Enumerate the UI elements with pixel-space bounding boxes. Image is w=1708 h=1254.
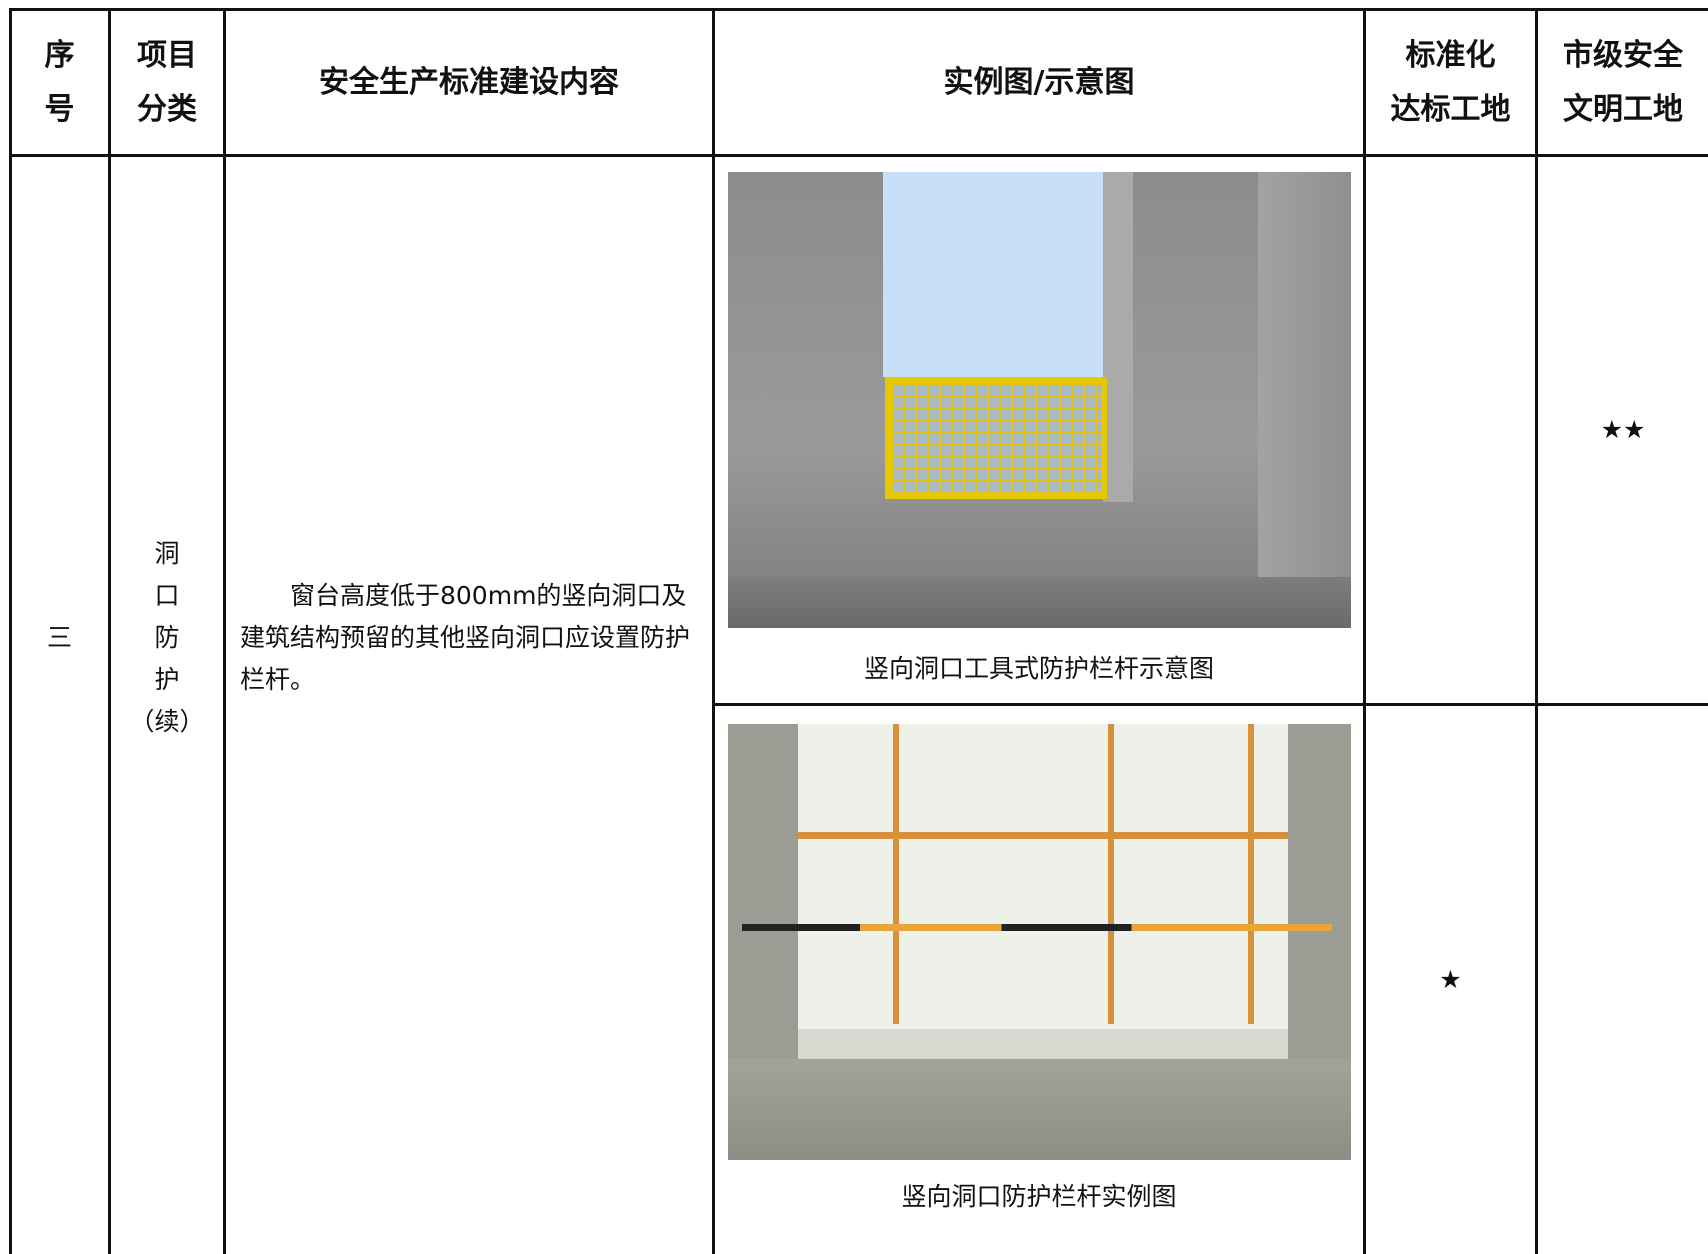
- header-text: 达标工地: [1390, 91, 1511, 127]
- header-text: 序: [44, 37, 75, 73]
- content-text: 窗台高度低于800mm的竖向洞口及建筑结构预留的其他竖向洞口应设置防护栏杆。: [240, 580, 691, 694]
- header-cell: 市级安全 文明工地: [1538, 11, 1708, 154]
- standard-cell: ★: [1366, 706, 1535, 1254]
- border: [1535, 8, 1538, 1254]
- header-cell: 项目 分类: [111, 11, 223, 154]
- city-cell: ★★: [1538, 157, 1708, 703]
- scaffold-v: [1248, 724, 1254, 1024]
- content-cell: 窗台高度低于800mm的竖向洞口及建筑结构预留的其他竖向洞口应设置防护栏杆。: [240, 157, 698, 1254]
- schematic-image: [728, 172, 1351, 628]
- star-rating: ★: [1439, 965, 1462, 994]
- scaffold-h: [798, 832, 1288, 839]
- side-wall: [1258, 172, 1351, 628]
- header-text: 安全生产标准建设内容: [319, 64, 619, 100]
- caption-cell: 竖向洞口工具式防护栏杆示意图: [715, 640, 1363, 698]
- wall-bottom: [728, 1059, 1351, 1160]
- category-text: 口: [154, 580, 180, 610]
- category-text: 护: [154, 664, 180, 694]
- category-text: （续）: [129, 706, 205, 736]
- category-text: 洞: [154, 538, 180, 568]
- border: [108, 8, 111, 1254]
- header-cell: 标准化 达标工地: [1366, 11, 1535, 154]
- border: [712, 8, 715, 1254]
- border: [9, 8, 1708, 11]
- caption-cell: 竖向洞口防护栏杆实例图: [715, 1168, 1363, 1226]
- opening: [798, 724, 1288, 1054]
- seq-cell: 三: [11, 157, 108, 1254]
- header-cell: 序 号: [11, 11, 108, 154]
- header-cell: 安全生产标准建设内容: [226, 11, 712, 154]
- scaffold-v: [1108, 724, 1114, 1024]
- photo-image: [728, 724, 1351, 1160]
- header-text: 文明工地: [1563, 91, 1683, 127]
- guard-bar: [742, 924, 1332, 931]
- caption: 竖向洞口防护栏杆实例图: [901, 1182, 1177, 1211]
- header-text: 号: [44, 91, 75, 127]
- guard-mesh: [885, 377, 1107, 499]
- border: [9, 154, 1708, 157]
- header-cell: 实例图/示意图: [715, 11, 1363, 154]
- border: [9, 8, 12, 1254]
- border: [1363, 8, 1366, 1254]
- header-text: 项目: [137, 37, 197, 73]
- category-text: 防: [154, 622, 180, 652]
- star-rating: ★★: [1600, 415, 1646, 444]
- caption: 竖向洞口工具式防护栏杆示意图: [863, 654, 1214, 683]
- border: [223, 8, 226, 1254]
- window-reveal: [1103, 172, 1133, 502]
- window-sky: [883, 172, 1103, 377]
- header-text: 分类: [137, 91, 197, 127]
- border: [713, 703, 1708, 706]
- category-cell: 洞 口 防 护 （续）: [111, 157, 223, 1254]
- header-text: 市级安全: [1563, 37, 1683, 73]
- header-text: 实例图/示意图: [943, 64, 1135, 100]
- seq: 三: [46, 622, 72, 652]
- city-cell: [1538, 706, 1708, 1254]
- floor: [728, 577, 1351, 628]
- sill: [798, 1029, 1288, 1059]
- header-text: 标准化: [1405, 37, 1496, 73]
- scaffold-v: [893, 724, 899, 1024]
- standard-cell: [1366, 157, 1535, 703]
